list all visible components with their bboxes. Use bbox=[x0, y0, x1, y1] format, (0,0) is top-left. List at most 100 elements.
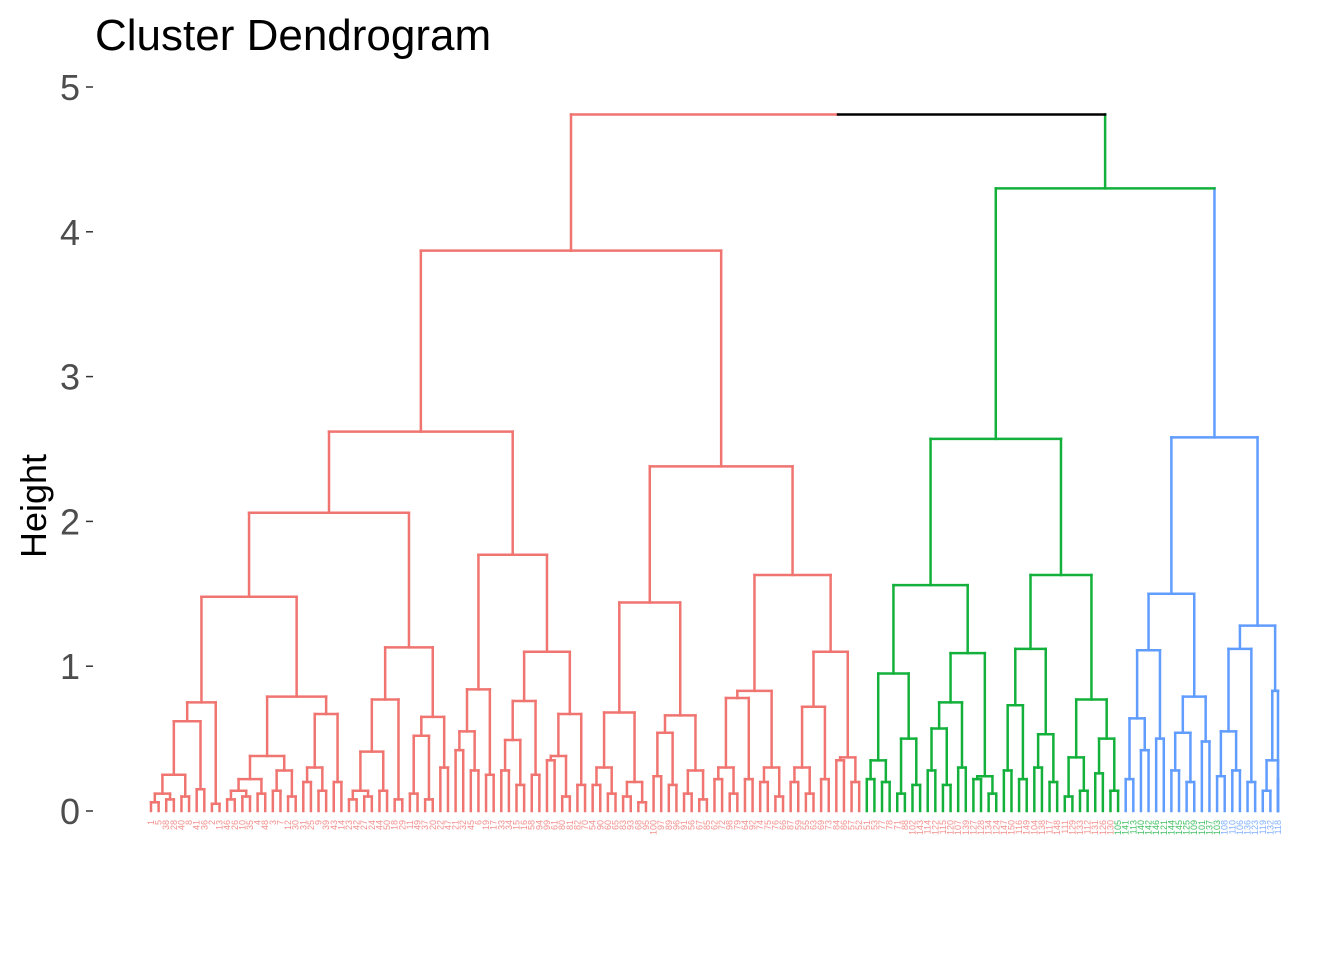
leaf-label: 54 bbox=[588, 820, 598, 830]
leaf-label: 91 bbox=[679, 820, 689, 830]
leaf-label: 30 bbox=[291, 820, 301, 830]
leaf-label: 18 bbox=[390, 820, 400, 830]
leaf-label: 81 bbox=[565, 820, 575, 830]
leaf-label: 139 bbox=[961, 820, 971, 835]
leaf-label: 92 bbox=[748, 820, 758, 830]
leaf-label: 116 bbox=[1014, 820, 1024, 834]
leaf-label: 79 bbox=[732, 820, 742, 830]
leaf-label: 99 bbox=[542, 820, 552, 830]
leaf-label: 105 bbox=[1113, 820, 1123, 835]
leaf-label: 82 bbox=[572, 820, 582, 830]
leaf-label: 84 bbox=[831, 820, 841, 830]
leaf-label: 117 bbox=[1045, 820, 1055, 834]
leaf-label: 20 bbox=[428, 820, 438, 830]
leaf-label: 98 bbox=[725, 820, 735, 830]
leaf-label: 71 bbox=[892, 820, 902, 830]
leaf-label: 136 bbox=[1243, 820, 1253, 835]
leaf-label: 37 bbox=[420, 820, 430, 830]
leaf-label: 60 bbox=[603, 820, 613, 830]
leaf-label: 17 bbox=[489, 820, 499, 830]
leaf-label: 118 bbox=[1273, 820, 1283, 834]
leaf-label: 34 bbox=[504, 820, 514, 830]
leaf-label: 15 bbox=[512, 820, 522, 830]
leaf-label: 32 bbox=[458, 820, 468, 830]
leaf-label: 46 bbox=[222, 820, 232, 830]
leaf-label: 3 bbox=[268, 820, 278, 825]
leaf-label: 1 bbox=[146, 820, 156, 825]
leaf-label: 128 bbox=[976, 820, 986, 835]
y-tick-label: 4 bbox=[60, 212, 80, 253]
leaf-label: 59 bbox=[793, 820, 803, 830]
leaf-label: 74 bbox=[755, 820, 765, 830]
leaf-label: 85 bbox=[702, 820, 712, 830]
leaf-label: 58 bbox=[527, 820, 537, 830]
leaf-label: 48 bbox=[260, 820, 270, 830]
leaf-label: 9 bbox=[314, 820, 324, 825]
leaf-label: 127 bbox=[968, 820, 978, 835]
leaf-label: 122 bbox=[930, 820, 940, 835]
leaf-label: 24 bbox=[367, 820, 377, 830]
leaf-label: 47 bbox=[443, 820, 453, 830]
leaf-label: 57 bbox=[847, 820, 857, 830]
leaf-label: 141 bbox=[1121, 820, 1131, 835]
leaf-label: 12 bbox=[283, 820, 293, 830]
leaf-label: 137 bbox=[1204, 820, 1214, 835]
leaf-label: 8 bbox=[184, 820, 194, 825]
leaf-label: 145 bbox=[1174, 820, 1184, 835]
leaf-label: 95 bbox=[641, 820, 651, 830]
leaf-label: 146 bbox=[1151, 820, 1161, 835]
leaf-label: 67 bbox=[694, 820, 704, 830]
leaf-label: 36 bbox=[199, 820, 209, 830]
leaf-label: 26 bbox=[230, 820, 240, 830]
leaf-label: 65 bbox=[611, 820, 621, 830]
leaf-label: 107 bbox=[953, 820, 963, 835]
leaf-label: 13 bbox=[215, 820, 225, 830]
leaf-label: 31 bbox=[298, 820, 308, 830]
leaf-label: 5 bbox=[154, 820, 164, 825]
leaf-label: 77 bbox=[877, 820, 887, 830]
leaf-label: 93 bbox=[626, 820, 636, 830]
leaf-label: 108 bbox=[1220, 820, 1230, 835]
leaf-label: 72 bbox=[717, 820, 727, 830]
leaf-label: 113 bbox=[1128, 820, 1138, 834]
leaf-label: 16 bbox=[519, 820, 529, 830]
leaf-label: 138 bbox=[1037, 820, 1047, 835]
leaf-label: 33 bbox=[496, 820, 506, 830]
leaf-label: 86 bbox=[839, 820, 849, 830]
leaf-label: 78 bbox=[885, 820, 895, 830]
y-tick-label: 0 bbox=[60, 791, 80, 832]
leaf-label: 38 bbox=[161, 820, 171, 830]
leaf-label: 101 bbox=[1197, 820, 1207, 835]
leaf-label: 63 bbox=[808, 820, 818, 830]
leaf-label: 94 bbox=[534, 820, 544, 830]
leaf-label: 89 bbox=[664, 820, 674, 830]
leaf-label: 100 bbox=[649, 820, 659, 835]
leaf-label: 61 bbox=[550, 820, 560, 830]
leaf-label: 104 bbox=[1029, 820, 1039, 835]
leaf-label: 88 bbox=[900, 820, 910, 830]
leaf-label: 44 bbox=[374, 820, 384, 830]
leaf-label: 87 bbox=[786, 820, 796, 830]
leaf-label: 102 bbox=[907, 820, 917, 835]
leaf-label: 70 bbox=[580, 820, 590, 830]
leaf-label: 132 bbox=[1265, 820, 1275, 835]
leaf-label: 133 bbox=[1075, 820, 1085, 835]
y-axis-label: Height bbox=[13, 454, 54, 558]
leaf-label: 119 bbox=[1258, 820, 1268, 834]
leaf-label: 80 bbox=[557, 820, 567, 830]
leaf-label: 114 bbox=[923, 820, 933, 834]
y-tick-label: 1 bbox=[60, 646, 80, 687]
leaf-label: 4 bbox=[253, 820, 263, 825]
leaf-label: 115 bbox=[938, 820, 948, 834]
leaf-label: 53 bbox=[869, 820, 879, 830]
leaf-label: 7 bbox=[275, 820, 285, 825]
y-tick-label: 5 bbox=[60, 67, 80, 108]
leaf-label: 140 bbox=[1136, 820, 1146, 835]
leaf-label: 73 bbox=[824, 820, 834, 830]
leaf-label: 131 bbox=[1090, 820, 1100, 835]
leaf-label: 2 bbox=[207, 820, 217, 825]
leaf-label: 6 bbox=[473, 820, 483, 825]
leaf-label: 56 bbox=[687, 820, 697, 830]
leaf-label: 22 bbox=[435, 820, 445, 830]
